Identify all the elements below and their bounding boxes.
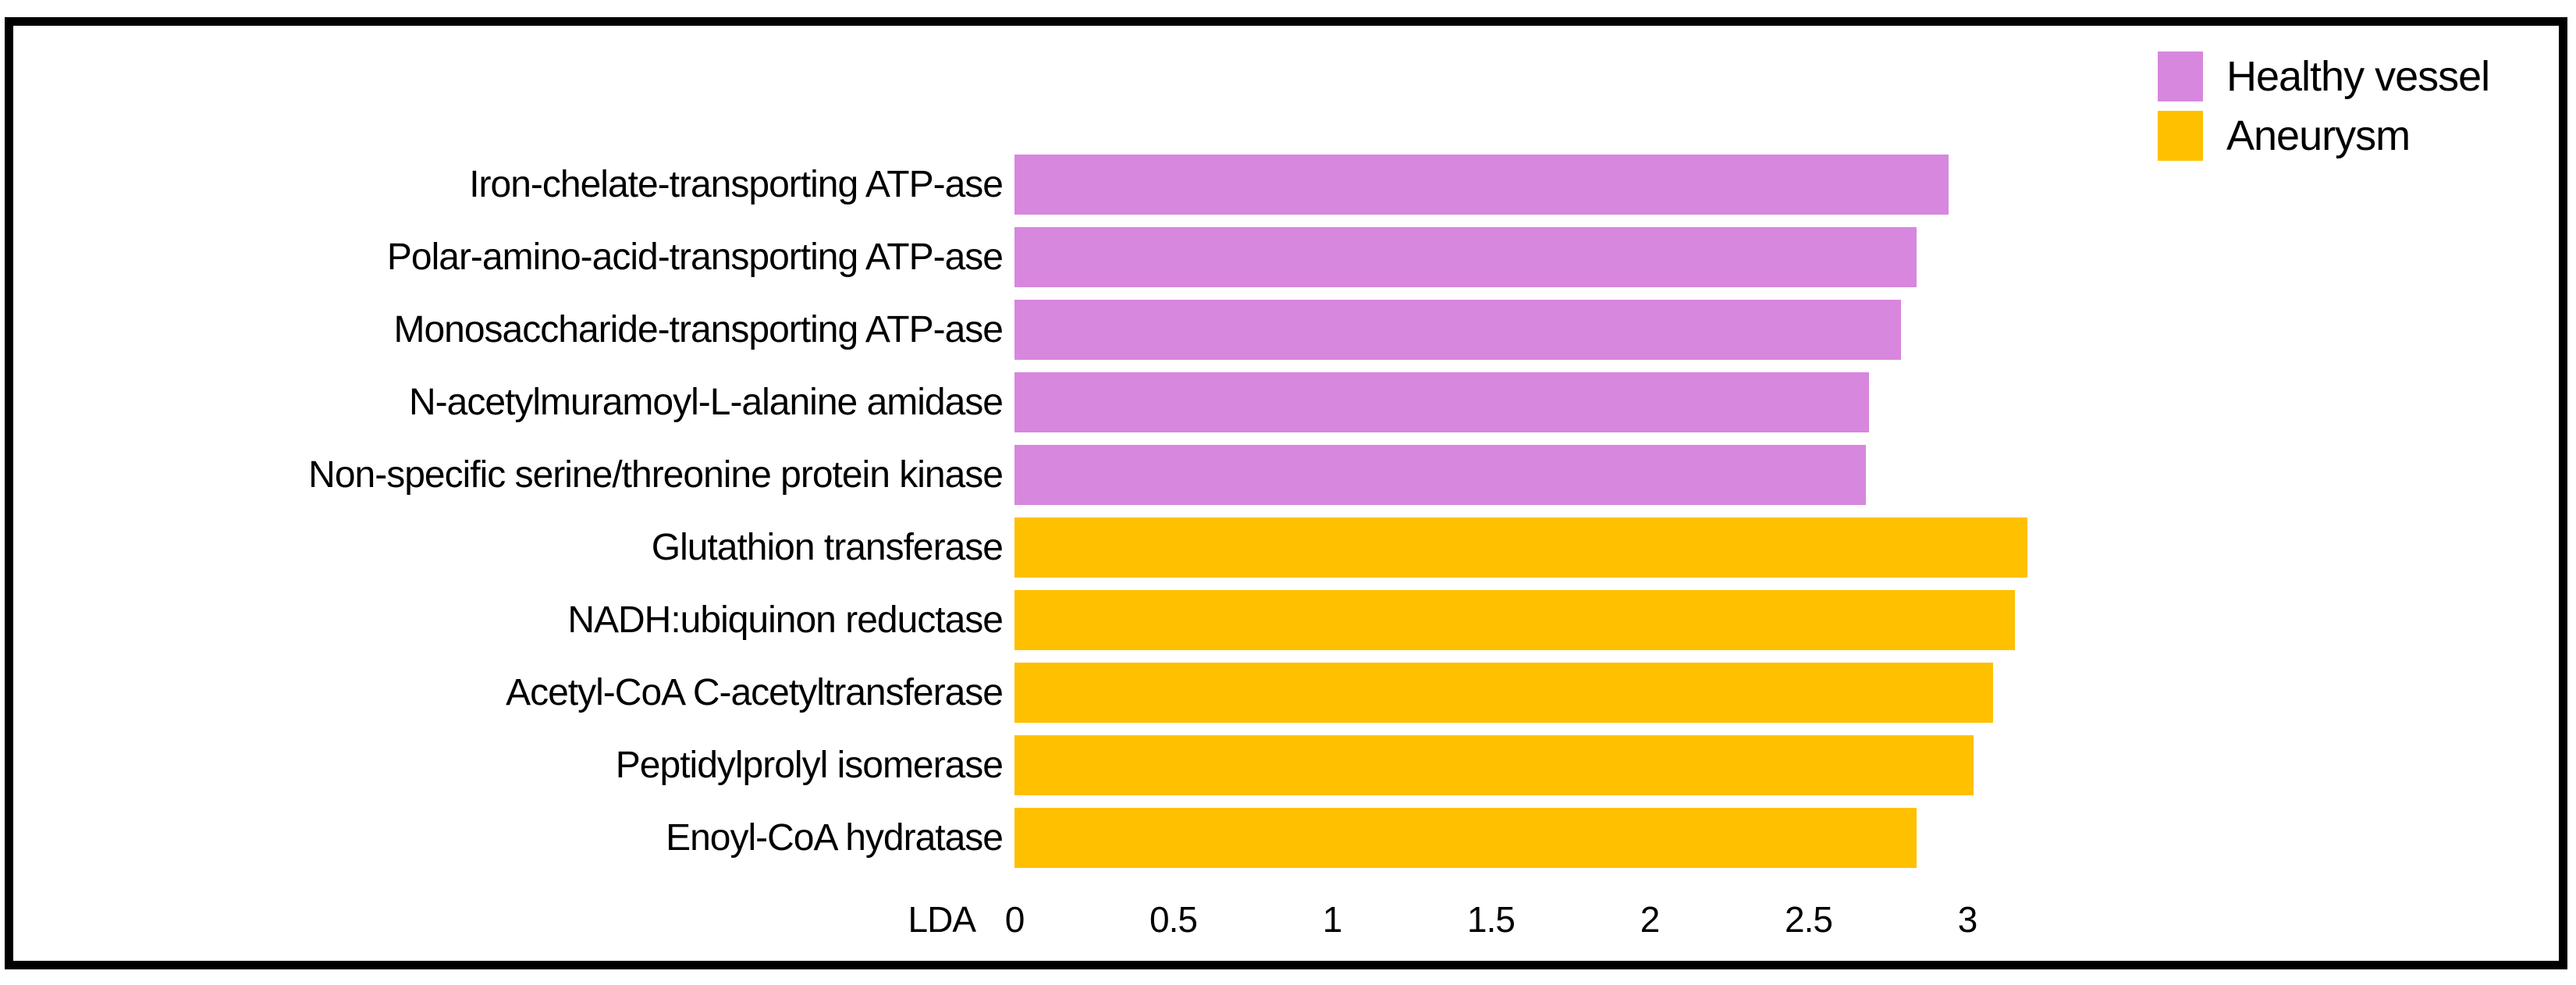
x-tick-label: 2 — [1640, 899, 1661, 940]
x-axis-title: LDA — [908, 899, 976, 940]
category-label: Glutathion transferase — [651, 527, 1004, 568]
category-label: Polar-amino-acid-transporting ATP-ase — [386, 236, 1004, 278]
legend-swatch — [2158, 52, 2203, 101]
x-tick-label: 1.5 — [1467, 899, 1515, 940]
x-tick-label: 0.5 — [1149, 899, 1198, 940]
category-label: Monosaccharide-transporting ATP-ase — [393, 309, 1004, 350]
category-label: Peptidylprolyl isomerase — [615, 745, 1004, 786]
bar — [1014, 590, 2015, 650]
legend-item: Aneurysm — [2158, 106, 2489, 165]
category-label: Acetyl-CoA C-acetyltransferase — [506, 672, 1004, 713]
x-tick-label: 1 — [1322, 899, 1343, 940]
bar — [1014, 735, 1974, 795]
legend-label: Aneurysm — [2226, 112, 2411, 159]
legend-item: Healthy vessel — [2158, 47, 2490, 106]
bar — [1014, 372, 1869, 432]
bar — [1014, 808, 1917, 868]
bar — [1014, 445, 1866, 505]
category-label: N-acetylmuramoyl-L-alanine amidase — [409, 382, 1004, 423]
bar — [1014, 155, 1949, 215]
bar — [1014, 517, 2027, 578]
x-tick-label: 0 — [1004, 899, 1025, 940]
category-label: Non-specific serine/threonine protein ki… — [308, 454, 1004, 496]
x-tick-label: 2.5 — [1785, 899, 1833, 940]
category-label: Enoyl-CoA hydratase — [666, 817, 1004, 859]
category-label: Iron-chelate-transporting ATP-ase — [469, 164, 1004, 205]
bar — [1014, 663, 1993, 723]
legend-swatch — [2158, 111, 2203, 161]
legend: Healthy vessel Aneurysm — [2158, 47, 2490, 165]
bar — [1014, 227, 1917, 287]
bar — [1014, 300, 1901, 360]
legend-label: Healthy vessel — [2226, 53, 2490, 100]
category-label: NADH:ubiquinon reductase — [567, 599, 1004, 641]
x-tick-label: 3 — [1957, 899, 1978, 940]
